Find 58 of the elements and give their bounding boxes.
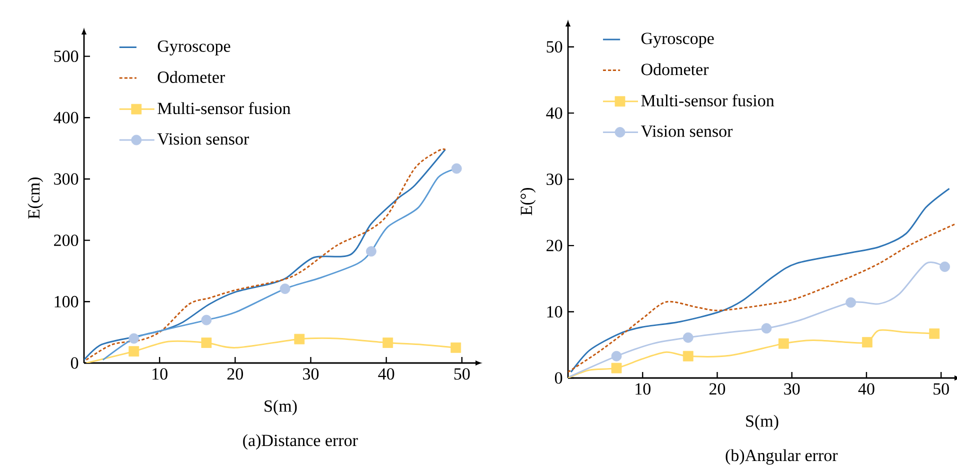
point bbox=[761, 323, 772, 334]
point bbox=[201, 314, 212, 326]
line-series bbox=[570, 188, 950, 373]
point bbox=[611, 350, 622, 362]
x-tick-label: 10 bbox=[152, 368, 168, 380]
point bbox=[940, 262, 950, 272]
legend-label: Odometer bbox=[641, 63, 709, 76]
point bbox=[611, 362, 622, 374]
y-tick-label: 20 bbox=[546, 240, 562, 252]
legend-label: Multi-sensor fusion bbox=[641, 94, 774, 106]
x-tick-label: 30 bbox=[303, 368, 319, 380]
y-tick-label: 40 bbox=[546, 107, 562, 119]
line-series bbox=[568, 222, 956, 373]
x-tick-label: 10 bbox=[636, 383, 650, 395]
point bbox=[846, 297, 856, 308]
y-axis-title: E(°) bbox=[520, 188, 536, 216]
text: (a)Distance error bbox=[243, 434, 358, 450]
x-tick-label: 40 bbox=[858, 383, 874, 395]
point bbox=[450, 342, 462, 353]
x-tick-label: 20 bbox=[227, 368, 244, 380]
legend-label: Vision sensor bbox=[640, 125, 733, 137]
x-tick-label: 50 bbox=[454, 368, 470, 380]
point bbox=[682, 350, 694, 362]
y-tick-label: 200 bbox=[54, 234, 78, 246]
x-tick-label: 40 bbox=[378, 368, 394, 380]
x-axis-title: S(m) bbox=[264, 400, 297, 416]
legend-label: Vision sensor bbox=[157, 133, 249, 145]
point bbox=[929, 328, 940, 339]
legend-label: Gyroscope bbox=[641, 32, 714, 48]
y-tick-label: 500 bbox=[54, 50, 78, 62]
x-tick-label: 50 bbox=[934, 383, 949, 395]
point bbox=[451, 163, 462, 174]
point bbox=[294, 334, 305, 344]
point bbox=[862, 337, 872, 348]
y-tick-label: 30 bbox=[546, 174, 562, 186]
y-tick-label: 10 bbox=[547, 306, 562, 318]
point bbox=[280, 284, 290, 294]
y-tick-label: 0 bbox=[554, 372, 562, 384]
legend-label: Multi-sensor fusion bbox=[158, 102, 291, 114]
text: (b)Angular error bbox=[726, 449, 838, 465]
x-tick-label: 20 bbox=[709, 383, 726, 395]
x-axis-title: S(m) bbox=[746, 414, 778, 430]
point bbox=[382, 338, 394, 348]
y-axis-title: E(cm) bbox=[28, 178, 44, 219]
point bbox=[128, 346, 140, 357]
point bbox=[778, 338, 789, 349]
y-tick-label: 400 bbox=[54, 112, 78, 124]
y-tick-label: 100 bbox=[54, 296, 78, 308]
y-tick-label: 300 bbox=[54, 173, 78, 185]
x-tick-label: 30 bbox=[784, 383, 800, 395]
point bbox=[128, 333, 140, 344]
point bbox=[201, 338, 212, 348]
legend-label: Odometer bbox=[158, 70, 225, 83]
point bbox=[682, 332, 694, 343]
y-tick-label: 50 bbox=[546, 41, 562, 53]
point bbox=[366, 246, 376, 257]
y-tick-label: 0 bbox=[70, 357, 78, 369]
legend-label: Gyroscope bbox=[158, 40, 230, 56]
